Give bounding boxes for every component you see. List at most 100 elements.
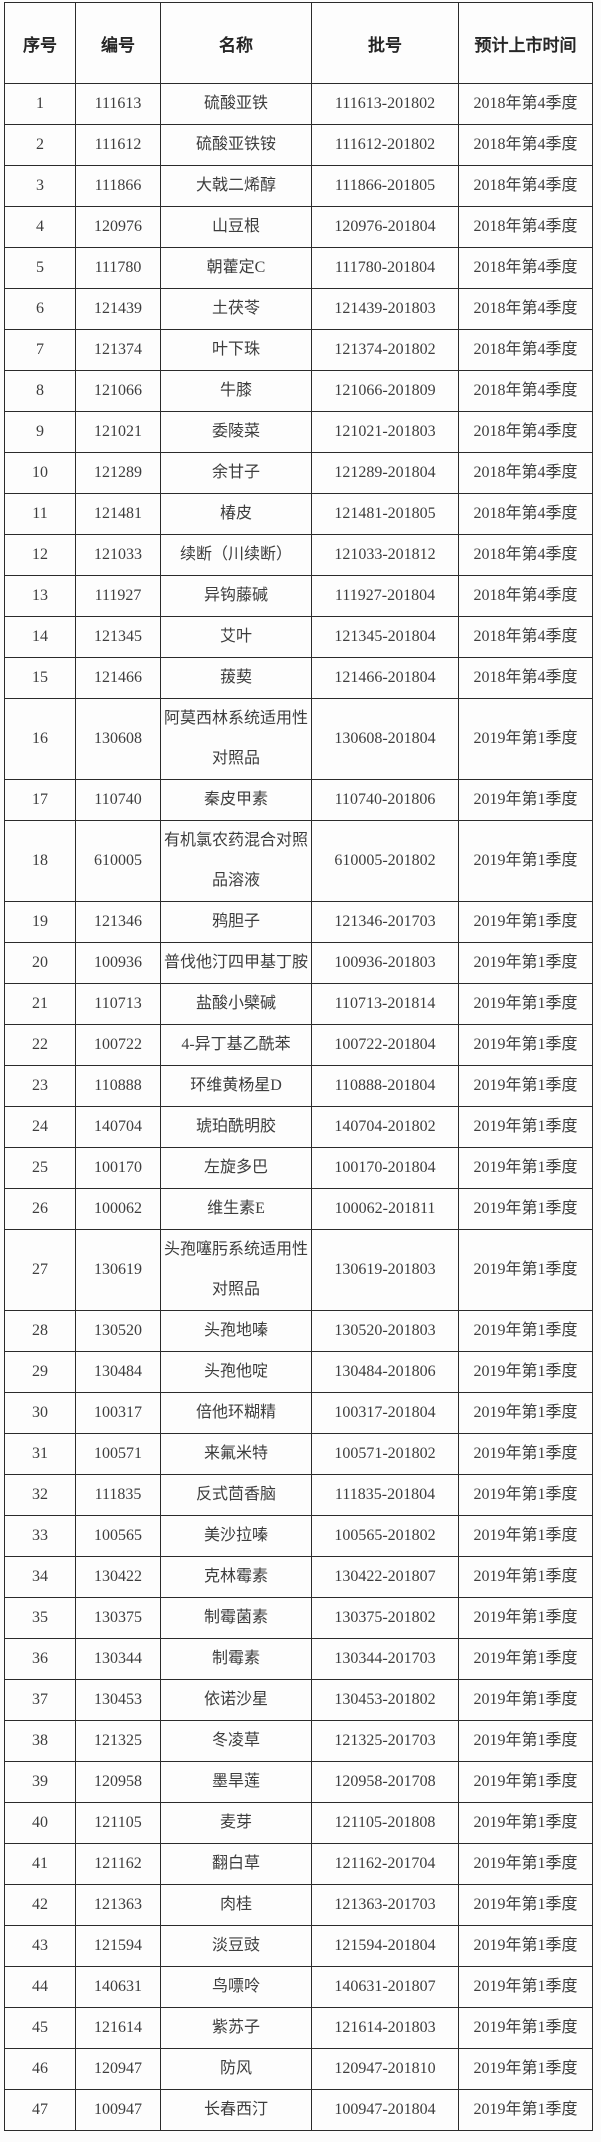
- table-cell-name: 硫酸亚铁铵: [160, 124, 312, 166]
- table-cell-name: 委陵菜: [160, 411, 312, 453]
- table-cell-code: 111780: [75, 247, 161, 289]
- column-header-batch: 批号: [311, 2, 459, 84]
- table-cell-code: 130375: [75, 1597, 161, 1639]
- table-cell-code: 111927: [75, 575, 161, 617]
- table-cell-name: 美沙拉嗪: [160, 1515, 312, 1557]
- table-cell-index: 46: [4, 2048, 76, 2090]
- table-cell-name: 朝藿定C: [160, 247, 312, 289]
- table-cell-launch-time: 2018年第4季度: [458, 83, 593, 125]
- table-cell-index: 35: [4, 1597, 76, 1639]
- table-cell-code: 130422: [75, 1556, 161, 1598]
- table-cell-name: 克林霉素: [160, 1556, 312, 1598]
- table-row: 46 120947 防风 120947-201810 2019年第1季度: [4, 2048, 593, 2090]
- table-cell-name: 墨旱莲: [160, 1761, 312, 1803]
- table-cell-name: 依诺沙星: [160, 1679, 312, 1721]
- table-cell-index: 47: [4, 2089, 76, 2131]
- table-cell-launch-time: 2018年第4季度: [458, 288, 593, 330]
- table-cell-code: 121345: [75, 616, 161, 658]
- table-cell-batch: 120958-201708: [311, 1761, 459, 1803]
- table-cell-index: 24: [4, 1106, 76, 1148]
- table-cell-name: 头孢他啶: [160, 1351, 312, 1393]
- table-cell-launch-time: 2019年第1季度: [458, 2007, 593, 2049]
- table-cell-index: 9: [4, 411, 76, 453]
- table-cell-batch: 100062-201811: [311, 1188, 459, 1230]
- table-row: 37 130453 依诺沙星 130453-201802 2019年第1季度: [4, 1679, 593, 1721]
- table-cell-batch: 111613-201802: [311, 83, 459, 125]
- table-cell-batch: 130375-201802: [311, 1597, 459, 1639]
- table-cell-batch: 121481-201805: [311, 493, 459, 535]
- table-cell-name: 盐酸小檗碱: [160, 983, 312, 1025]
- table-cell-index: 33: [4, 1515, 76, 1557]
- table-cell-name: 反式茴香脑: [160, 1474, 312, 1516]
- table-cell-index: 16: [4, 698, 76, 780]
- table-cell-launch-time: 2019年第1季度: [458, 698, 593, 780]
- table-row: 32 111835 反式茴香脑 111835-201804 2019年第1季度: [4, 1474, 593, 1516]
- table-cell-batch: 121033-201812: [311, 534, 459, 576]
- table-cell-batch: 121345-201804: [311, 616, 459, 658]
- table-cell-batch: 121162-201704: [311, 1843, 459, 1885]
- table-cell-batch: 111780-201804: [311, 247, 459, 289]
- table-row: 42 121363 肉桂 121363-201703 2019年第1季度: [4, 1884, 593, 1926]
- table-cell-name: 椿皮: [160, 493, 312, 535]
- table-row: 39 120958 墨旱莲 120958-201708 2019年第1季度: [4, 1761, 593, 1803]
- table-cell-code: 111613: [75, 83, 161, 125]
- table-cell-index: 8: [4, 370, 76, 412]
- table-cell-code: 610005: [75, 820, 161, 902]
- table-cell-code: 121162: [75, 1843, 161, 1885]
- table-row: 23 110888 环维黄杨星D 110888-201804 2019年第1季度: [4, 1065, 593, 1107]
- table-cell-launch-time: 2018年第4季度: [458, 247, 593, 289]
- table-cell-name: 异钩藤碱: [160, 575, 312, 617]
- table-cell-name: 秦皮甲素: [160, 779, 312, 821]
- table-cell-code: 130520: [75, 1310, 161, 1352]
- table-cell-launch-time: 2018年第4季度: [458, 534, 593, 576]
- table-row: 40 121105 麦芽 121105-201808 2019年第1季度: [4, 1802, 593, 1844]
- table-row: 43 121594 淡豆豉 121594-201804 2019年第1季度: [4, 1925, 593, 1967]
- table-row: 28 130520 头孢地嗪 130520-201803 2019年第1季度: [4, 1310, 593, 1352]
- table-row: 7 121374 叶下珠 121374-201802 2018年第4季度: [4, 329, 593, 371]
- table-cell-batch: 130619-201803: [311, 1229, 459, 1311]
- column-header-name: 名称: [160, 2, 312, 84]
- table-cell-name: 鸟嘌呤: [160, 1966, 312, 2008]
- table-cell-launch-time: 2019年第1季度: [458, 1802, 593, 1844]
- drug-batch-table-wrap: 序号 编号 名称 批号 预计上市时间 1 111613 硫酸亚铁 111613-201…: [4, 2, 593, 2131]
- table-cell-code: 121325: [75, 1720, 161, 1762]
- table-cell-name: 土茯苓: [160, 288, 312, 330]
- table-cell-name: 余甘子: [160, 452, 312, 494]
- table-row: 24 140704 琥珀酰明胶 140704-201802 2019年第1季度: [4, 1106, 593, 1148]
- table-row: 30 100317 倍他环糊精 100317-201804 2019年第1季度: [4, 1392, 593, 1434]
- table-cell-code: 120958: [75, 1761, 161, 1803]
- table-row: 44 140631 鸟嘌呤 140631-201807 2019年第1季度: [4, 1966, 593, 2008]
- table-cell-index: 36: [4, 1638, 76, 1680]
- table-row: 8 121066 牛膝 121066-201809 2018年第4季度: [4, 370, 593, 412]
- table-cell-batch: 130520-201803: [311, 1310, 459, 1352]
- table-row: 22 100722 4-异丁基乙酰苯 100722-201804 2019年第1季度: [4, 1024, 593, 1066]
- table-cell-code: 120976: [75, 206, 161, 248]
- table-cell-name: 菝葜: [160, 657, 312, 699]
- table-cell-batch: 110888-201804: [311, 1065, 459, 1107]
- table-cell-index: 23: [4, 1065, 76, 1107]
- table-cell-launch-time: 2018年第4季度: [458, 616, 593, 658]
- table-cell-index: 34: [4, 1556, 76, 1598]
- table-cell-code: 100947: [75, 2089, 161, 2131]
- table-cell-code: 121289: [75, 452, 161, 494]
- table-cell-code: 121374: [75, 329, 161, 371]
- table-row: 41 121162 翻白草 121162-201704 2019年第1季度: [4, 1843, 593, 1885]
- table-cell-launch-time: 2019年第1季度: [458, 1351, 593, 1393]
- table-cell-name: 环维黄杨星D: [160, 1065, 312, 1107]
- table-cell-batch: 120947-201810: [311, 2048, 459, 2090]
- table-cell-name: 防风: [160, 2048, 312, 2090]
- table-cell-launch-time: 2019年第1季度: [458, 1884, 593, 1926]
- table-cell-index: 37: [4, 1679, 76, 1721]
- table-cell-launch-time: 2019年第1季度: [458, 1720, 593, 1762]
- table-cell-code: 100170: [75, 1147, 161, 1189]
- table-cell-name: 制霉菌素: [160, 1597, 312, 1639]
- table-cell-launch-time: 2019年第1季度: [458, 1147, 593, 1189]
- table-cell-launch-time: 2019年第1季度: [458, 779, 593, 821]
- table-cell-code: 130608: [75, 698, 161, 780]
- table-cell-index: 41: [4, 1843, 76, 1885]
- table-cell-batch: 130453-201802: [311, 1679, 459, 1721]
- table-cell-name: 牛膝: [160, 370, 312, 412]
- table-cell-launch-time: 2019年第1季度: [458, 1433, 593, 1475]
- table-row: 2 111612 硫酸亚铁铵 111612-201802 2018年第4季度: [4, 124, 593, 166]
- table-cell-batch: 140704-201802: [311, 1106, 459, 1148]
